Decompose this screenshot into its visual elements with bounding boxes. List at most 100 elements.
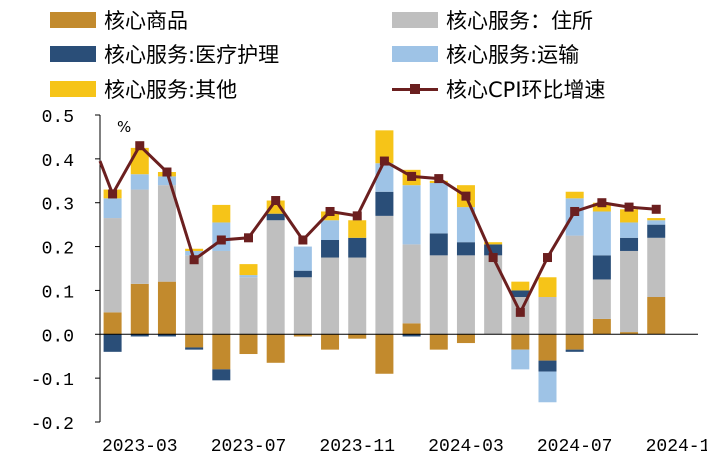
legend-item: 核心服务：住所 [392, 7, 593, 33]
bar-segment-2 [538, 297, 557, 335]
bar-segment-3 [130, 334, 149, 337]
bar-segment-1 [592, 318, 611, 335]
bar-segment-4 [239, 275, 258, 278]
bar-segment-2 [130, 189, 149, 284]
bar-segment-1 [321, 334, 340, 350]
y-tick-label: -0.1 [31, 371, 74, 391]
cpi-point [271, 196, 281, 206]
bar-segment-1 [647, 297, 666, 335]
cpi-point [244, 233, 253, 243]
x-tick-label: 2024-11 [646, 437, 707, 457]
bar-segment-1 [239, 334, 258, 355]
bar-segment-3 [266, 213, 285, 221]
bar-segment-1 [402, 323, 421, 335]
bar-segment-1 [620, 332, 639, 335]
bar-segment-2 [620, 250, 639, 333]
legend-item-line: 核心CPI环比增速 [392, 76, 606, 102]
cpi-point [407, 171, 417, 181]
cpi-point [325, 206, 335, 216]
legend-label: 核心服务：住所 [446, 9, 593, 33]
cpi-point [461, 191, 471, 201]
bar-segment-3 [456, 242, 475, 256]
legend-label: 核心CPI环比增速 [446, 78, 606, 102]
x-tick-label: 2023-03 [102, 437, 178, 457]
bar-segment-4 [130, 174, 149, 190]
y-unit-label: % [117, 118, 131, 136]
legend-line-swatch [392, 81, 438, 97]
legend-swatch [50, 46, 96, 62]
bar-segment-3 [620, 237, 639, 251]
y-tick-label: 0.5 [42, 108, 74, 128]
x-tick-label: 2024-07 [537, 437, 613, 457]
bar-segment-2 [157, 185, 176, 282]
bar-segment-5 [348, 220, 367, 238]
legend-item: 核心服务:其他 [50, 76, 237, 102]
bar-segment-3 [538, 360, 557, 372]
cpi-point [379, 156, 389, 166]
bar-segment-3 [348, 237, 367, 258]
legend-label: 核心服务:其他 [104, 78, 238, 102]
cpi-point [488, 253, 498, 263]
bar-segment-4 [592, 211, 611, 256]
bar-segment-3 [647, 224, 666, 238]
bar-segment-4 [647, 220, 666, 225]
bar-segment-2 [456, 255, 475, 335]
bar-segment-2 [293, 277, 312, 335]
bar-segment-2 [348, 257, 367, 335]
bar-segment-3 [321, 239, 340, 258]
bar-segment-3 [511, 290, 530, 298]
bar-segment-1 [130, 283, 149, 335]
bar-segment-5 [620, 209, 639, 223]
legend-item: 核心服务:运输 [392, 41, 579, 67]
bar-segment-4 [157, 176, 176, 186]
cpi-point [570, 206, 580, 216]
legend-swatch [392, 46, 438, 62]
bar-segment-3 [185, 347, 204, 350]
legend-label: 核心服务:医疗护理 [104, 43, 280, 67]
bar-segment-3 [592, 255, 611, 280]
bar-segment-5 [375, 130, 394, 164]
cpi-point [352, 211, 362, 221]
bar-segment-4 [375, 163, 394, 192]
bar-segment-1 [538, 334, 557, 361]
y-tick-label: 0.4 [42, 152, 74, 172]
bar-segment-2 [402, 244, 421, 324]
cpi-point [651, 204, 661, 214]
legend-item: 核心服务:医疗护理 [50, 41, 279, 67]
bar-segment-1 [157, 281, 176, 335]
cpi-point [624, 202, 634, 212]
bar-segment-5 [484, 242, 503, 245]
bar-segment-1 [266, 334, 285, 363]
bar-segment-5 [538, 277, 557, 298]
bar-segment-3 [375, 191, 394, 216]
bar-segment-2 [375, 215, 394, 335]
bar-segment-1 [103, 312, 122, 335]
legend-swatch [392, 12, 438, 28]
bar-segment-3 [103, 334, 122, 352]
bar-segment-2 [321, 257, 340, 335]
bar-segment-4 [565, 198, 584, 236]
y-tick-label: 0.1 [42, 283, 74, 303]
bar-segment-1 [375, 334, 394, 374]
bar-segment-4 [185, 250, 204, 256]
legend-label: 核心商品 [104, 9, 188, 33]
bar-segment-1 [293, 334, 312, 337]
bar-segment-4 [429, 182, 448, 234]
bar-segment-1 [185, 334, 204, 348]
bar-segment-1 [565, 334, 584, 350]
bar-segment-4 [456, 207, 475, 243]
bar-segment-2 [484, 255, 503, 335]
legend-item: 核心商品 [50, 7, 188, 33]
bar-segment-4 [103, 198, 122, 219]
cpi-point [434, 174, 444, 184]
cpi-point [298, 235, 308, 245]
bar-segment-1 [348, 334, 367, 339]
cpi-point [597, 198, 607, 208]
cpi-point [108, 189, 118, 199]
bar-segment-5 [647, 218, 666, 221]
bar-segment-3 [429, 233, 448, 256]
cpi-point [189, 255, 199, 265]
cpi-point [515, 307, 525, 317]
y-tick-label: 0.0 [42, 327, 74, 347]
